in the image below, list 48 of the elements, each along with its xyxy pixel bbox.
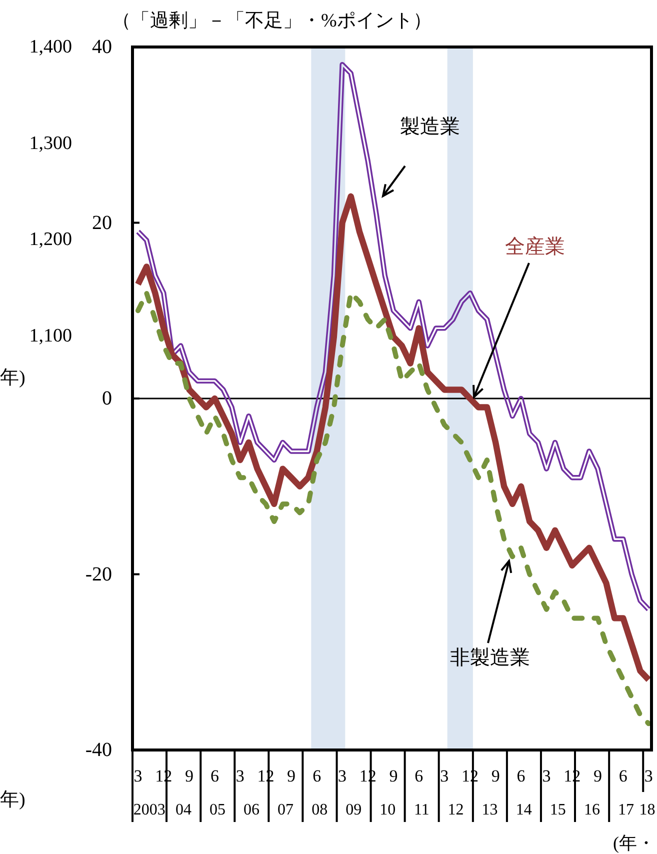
y-tick-label: 0	[102, 388, 112, 410]
x-tick-label: 9	[185, 766, 194, 786]
x2-tick-label: 2003	[133, 802, 166, 818]
x2-tick-label: 17	[618, 802, 634, 818]
x-tick-label: 3	[338, 766, 347, 786]
x-tick-label: 3	[440, 766, 449, 786]
y2-tick-label: 1,200	[29, 229, 72, 250]
y2-tick-label: 1,300	[29, 132, 72, 154]
text: 年)	[0, 790, 26, 810]
x2-tick-label: 18	[639, 802, 656, 818]
x-tick-label: 6	[618, 766, 628, 786]
x2-tick-label: 15	[550, 802, 566, 818]
x2-tick-label: 05	[209, 802, 226, 818]
x2-tick-label: 04	[175, 802, 192, 818]
text: 年)	[0, 368, 26, 388]
x2-tick-label: 16	[584, 802, 600, 818]
x-tick-label: 6	[516, 766, 526, 786]
y-tick-label: -20	[85, 563, 112, 586]
x2-tick-label: 12	[448, 802, 464, 818]
x-tick-label: 9	[287, 766, 296, 786]
x-tick-label: 3	[236, 766, 244, 786]
x-tick-label: 9	[491, 766, 500, 786]
y2-tick-label: 1,100	[29, 325, 72, 346]
x2-tick-label: 07	[278, 802, 294, 818]
x-tick-label: 6	[414, 766, 424, 786]
text: 非製造業	[450, 647, 530, 669]
y-tick-label: -40	[85, 739, 112, 761]
x-tick-label: 3	[134, 766, 142, 786]
x2-tick-label: 14	[516, 802, 532, 818]
x2-tick-label: 10	[380, 802, 396, 818]
y-axis-title: （「過剰」－「不足」・%ポイント）	[112, 10, 432, 32]
x2-tick-label: 09	[346, 802, 362, 818]
x-tick-label: 3	[644, 766, 653, 786]
x2-tick-label: 08	[312, 802, 328, 818]
x-tick-label: 6	[312, 766, 322, 786]
x2-tick-label: 13	[482, 802, 498, 818]
x-tick-label: 9	[389, 766, 398, 786]
text: 全産業	[505, 236, 565, 258]
y-tick-label: 20	[92, 212, 112, 234]
y-tick-label: 40	[92, 36, 112, 58]
x-tick-label: 6	[210, 766, 219, 786]
x-tick-label: 9	[593, 766, 602, 786]
x2-tick-label: 06	[244, 802, 260, 818]
series-label: 製造業	[400, 116, 460, 138]
x-axis-title: (年・	[613, 833, 655, 853]
x-tick-label: 3	[542, 766, 551, 786]
x2-tick-label: 11	[414, 802, 430, 818]
y2-tick-label: 1,400	[29, 36, 72, 58]
